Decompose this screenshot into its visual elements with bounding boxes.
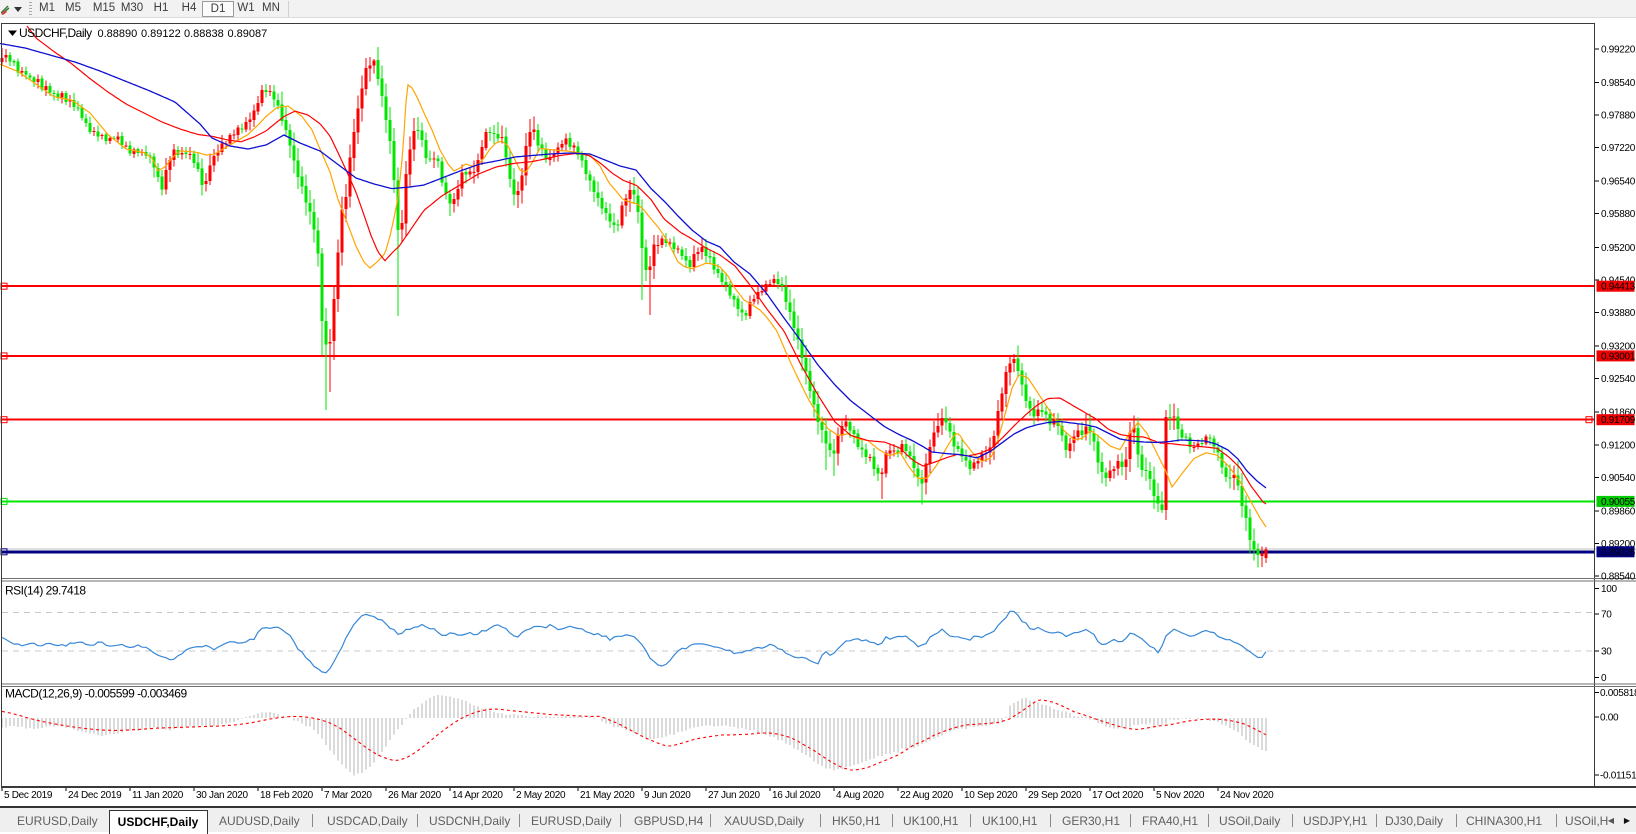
svg-text:0.89122: 0.89122 [141,28,181,40]
svg-text:5 Nov 2020: 5 Nov 2020 [1156,790,1205,801]
svg-text:30 Jan 2020: 30 Jan 2020 [196,790,248,801]
svg-text:26 Mar 2020: 26 Mar 2020 [388,790,442,801]
svg-text:24 Nov 2020: 24 Nov 2020 [1220,790,1274,801]
svg-text:7 Mar 2020: 7 Mar 2020 [324,790,372,801]
svg-text:0.89026: 0.89026 [1601,547,1636,558]
svg-text:0: 0 [1601,673,1607,684]
svg-text:0.89860: 0.89860 [1601,507,1636,518]
svg-text:0.00: 0.00 [1600,713,1619,724]
svg-text:0.97220: 0.97220 [1601,143,1636,154]
svg-text:29 Sep 2020: 29 Sep 2020 [1028,790,1082,801]
svg-text:27 Jun 2020: 27 Jun 2020 [708,790,760,801]
svg-text:MACD(12,26,9) -0.005599 -0.003: MACD(12,26,9) -0.005599 -0.003469 [5,687,187,701]
svg-text:0.89200: 0.89200 [1601,539,1636,550]
svg-text:0.91860: 0.91860 [1601,408,1636,419]
svg-text:0.93200: 0.93200 [1601,342,1636,353]
svg-text:0.89087: 0.89087 [228,28,268,40]
svg-text:0.92540: 0.92540 [1601,374,1636,385]
svg-text:14 Apr 2020: 14 Apr 2020 [452,790,503,801]
svg-text:RSI(14) 29.7418: RSI(14) 29.7418 [5,584,86,598]
svg-text:USDCHF,Daily: USDCHF,Daily [19,26,92,40]
svg-text:24 Dec 2019: 24 Dec 2019 [68,790,122,801]
svg-text:0.98540: 0.98540 [1601,78,1636,89]
svg-text:0.96540: 0.96540 [1601,177,1636,188]
svg-text:30: 30 [1601,646,1612,657]
svg-text:0.94413: 0.94413 [1601,282,1636,293]
svg-text:-0.011514: -0.011514 [1600,771,1636,782]
svg-text:0.91200: 0.91200 [1601,440,1636,451]
svg-text:0.91709: 0.91709 [1601,415,1636,426]
svg-text:0.93880: 0.93880 [1601,308,1636,319]
svg-text:11 Jan 2020: 11 Jan 2020 [132,790,184,801]
svg-text:0.88838: 0.88838 [184,28,224,40]
svg-text:0.005818: 0.005818 [1600,688,1636,699]
svg-text:5 Dec 2019: 5 Dec 2019 [4,790,53,801]
svg-text:70: 70 [1601,609,1612,620]
svg-text:0.90540: 0.90540 [1601,473,1636,484]
svg-text:100: 100 [1601,584,1618,595]
svg-text:0.97880: 0.97880 [1601,111,1636,122]
svg-text:17 Oct 2020: 17 Oct 2020 [1092,790,1144,801]
svg-text:9 Jun 2020: 9 Jun 2020 [644,790,691,801]
svg-text:0.93001: 0.93001 [1601,351,1636,362]
svg-text:0.88890: 0.88890 [98,28,138,40]
svg-text:16 Jul 2020: 16 Jul 2020 [772,790,821,801]
svg-text:0.95200: 0.95200 [1601,243,1636,254]
svg-text:0.88540: 0.88540 [1601,572,1636,583]
svg-text:4 Aug 2020: 4 Aug 2020 [836,790,884,801]
svg-text:22 Aug 2020: 22 Aug 2020 [900,790,954,801]
svg-text:0.90055: 0.90055 [1601,497,1636,508]
svg-text:10 Sep 2020: 10 Sep 2020 [964,790,1018,801]
svg-text:0.95880: 0.95880 [1601,209,1636,220]
svg-text:0.99220: 0.99220 [1601,44,1636,55]
svg-text:18 Feb 2020: 18 Feb 2020 [260,790,314,801]
svg-text:21 May 2020: 21 May 2020 [580,790,635,801]
svg-text:2 May 2020: 2 May 2020 [516,790,566,801]
